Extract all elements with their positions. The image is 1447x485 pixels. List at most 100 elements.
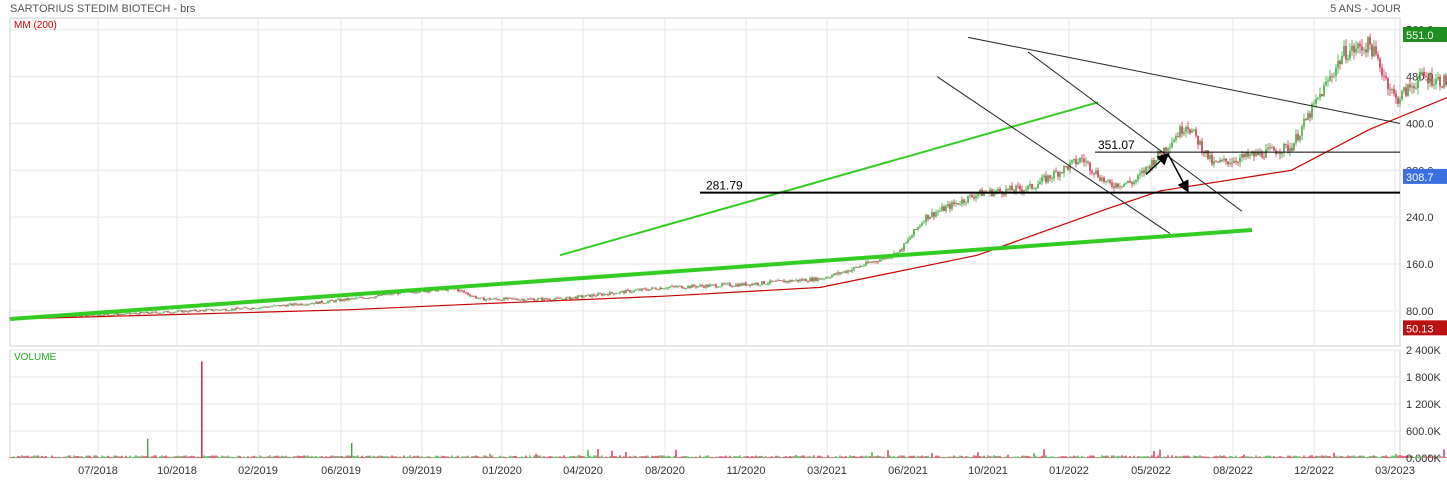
candle-body: [1305, 118, 1307, 121]
volume-bar: [1385, 455, 1387, 458]
volume-bar: [1267, 455, 1269, 458]
candle-body: [945, 206, 947, 212]
candle-body: [657, 289, 659, 291]
candle-body: [1255, 151, 1257, 157]
candle-body: [515, 298, 517, 300]
candle-body: [803, 279, 805, 281]
candle-body: [737, 284, 739, 287]
volume-bar: [843, 456, 845, 458]
candle-body: [757, 282, 759, 285]
candle-body: [1229, 162, 1231, 165]
volume-bar: [973, 455, 975, 458]
volume-bar: [877, 455, 879, 458]
volume-bar: [1215, 455, 1217, 458]
volume-bar: [779, 456, 781, 458]
volume-bar: [1303, 455, 1305, 458]
candle-body: [1235, 160, 1237, 163]
candle-body: [673, 285, 675, 287]
candle-body: [681, 285, 683, 289]
volume-bar: [133, 456, 135, 458]
candle-body: [719, 286, 721, 288]
volume-bar: [1247, 456, 1249, 458]
candle-body: [303, 304, 305, 306]
volume-label: VOLUME: [14, 352, 57, 363]
volume-bar: [167, 456, 169, 458]
candle-body: [711, 284, 713, 286]
candle-body: [929, 216, 931, 220]
volume-bar: [281, 455, 283, 458]
volume-bar: [71, 456, 73, 458]
candle-body: [1237, 162, 1239, 163]
volume-bar: [463, 456, 465, 458]
volume-bar: [1037, 457, 1039, 458]
candle-body: [1219, 160, 1221, 163]
volume-bar: [371, 456, 373, 458]
volume-bar: [879, 455, 881, 458]
volume-bar: [575, 456, 577, 458]
candle-body: [251, 307, 253, 310]
volume-bar: [751, 456, 753, 458]
candle-body: [975, 195, 977, 199]
candle-body: [855, 267, 857, 268]
candle-body: [919, 225, 921, 227]
volume-bar: [1425, 456, 1427, 458]
volume-bar: [839, 455, 841, 458]
volume-bar: [487, 456, 489, 458]
candle-body: [143, 312, 145, 314]
candle-body: [367, 298, 369, 299]
volume-bar: [51, 455, 53, 458]
volume-bar: [541, 456, 543, 458]
candle-body: [1171, 142, 1173, 148]
volume-bar: [295, 456, 297, 458]
candle-body: [1087, 161, 1089, 163]
candle-body: [619, 291, 621, 294]
volume-bar: [1017, 456, 1019, 458]
volume-bar: [189, 456, 191, 458]
volume-bar: [723, 456, 725, 458]
candle-body: [463, 290, 465, 293]
volume-bar: [1003, 456, 1005, 458]
candle-body: [751, 283, 753, 286]
volume-bar: [1243, 454, 1245, 458]
volume-bar: [29, 456, 31, 458]
volume-bar: [941, 457, 943, 458]
candle-body: [321, 301, 323, 303]
volume-bar: [635, 456, 637, 458]
candle-body: [335, 299, 337, 302]
candle-body: [307, 304, 309, 305]
volume-bar: [1413, 457, 1415, 458]
candle-body: [1173, 140, 1175, 143]
volume-bar: [611, 450, 613, 458]
candle-body: [1203, 152, 1205, 154]
candle-body: [1027, 185, 1029, 190]
candle-body: [237, 307, 239, 309]
volume-bar: [1089, 455, 1091, 458]
volume-bar: [1381, 455, 1383, 458]
candle-body: [1145, 166, 1147, 173]
volume-bar: [1239, 456, 1241, 458]
candle-body: [1007, 188, 1009, 190]
candle-body: [1093, 172, 1095, 175]
candle-body: [521, 299, 523, 300]
volume-bar: [299, 455, 301, 458]
volume-bar: [353, 455, 355, 458]
candle-body: [195, 309, 197, 312]
volume-bar: [341, 456, 343, 458]
volume-bar: [887, 450, 889, 458]
candle-body: [1029, 184, 1031, 186]
x-tick-label: 08/2020: [645, 465, 685, 477]
moving-average-label: MM (200): [14, 20, 57, 31]
volume-bar: [347, 455, 349, 458]
candle-body: [1073, 158, 1075, 161]
candle-body: [1055, 171, 1057, 173]
volume-bar: [447, 456, 449, 458]
candle-body: [71, 316, 73, 318]
volume-bar: [77, 455, 79, 458]
volume-bar: [247, 456, 249, 458]
volume-bar: [557, 456, 559, 458]
candle-body: [1397, 97, 1399, 104]
candle-body: [1019, 186, 1021, 190]
volume-bar: [1249, 456, 1251, 458]
volume-bar: [207, 455, 209, 458]
